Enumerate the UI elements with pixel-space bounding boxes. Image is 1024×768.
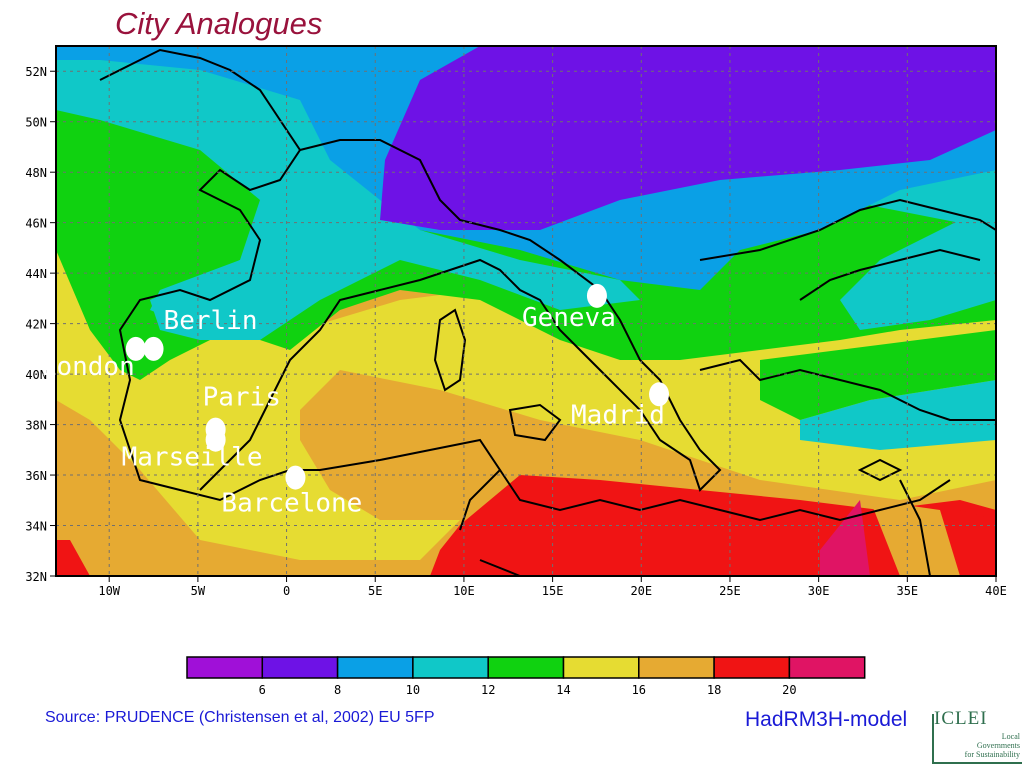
city-label: Marseille (122, 443, 263, 473)
legend-tick-label: 20 (782, 683, 796, 697)
lat-tick-label: 32N (25, 570, 47, 584)
legend-swatch (487, 656, 565, 679)
lat-tick-label: 42N (25, 318, 47, 332)
legend-swatch (412, 656, 489, 679)
city-marker (649, 382, 670, 407)
lat-tick-label: 50N (25, 116, 47, 130)
legend-swatch (713, 656, 791, 679)
source-caption: Source: PRUDENCE (Christensen et al, 200… (45, 709, 435, 726)
legend-tick-label: 12 (481, 683, 495, 697)
lat-tick-label: 46N (25, 217, 47, 231)
city-label: Paris (203, 383, 281, 413)
city-label: London (41, 352, 135, 382)
city-label: Berlin (164, 306, 258, 336)
map-fields (56, 46, 996, 576)
lon-tick-label: 40E (985, 584, 1007, 598)
lon-tick-label: 5W (191, 584, 206, 598)
legend-swatch (638, 656, 715, 679)
legend-tick-label: 14 (556, 683, 570, 697)
legend-swatch (186, 656, 264, 679)
page-title: City Analogues (115, 6, 323, 41)
iclei-logo: ICLEI Local Governments for Sustainabili… (924, 700, 1024, 768)
lon-tick-label: 30E (808, 584, 830, 598)
lat-axis: 52N 50N 48N 46N 44N 42N 40N 38N 36N 34N 32N (25, 65, 56, 584)
lon-axis: 10W 5W 0 5E 10E 15E 20E 25E 30E 35E 40E (98, 576, 1007, 598)
legend-tick-label: 6 (259, 683, 266, 697)
lat-tick-label: 44N (25, 267, 47, 281)
lon-tick-label: 25E (719, 584, 741, 598)
lon-tick-label: 15E (542, 584, 564, 598)
city-label: Geneva (522, 303, 616, 333)
city-markers: Berlin London Paris Marseille Barcelone Genev… (41, 283, 670, 519)
logo-word: ICLEI (934, 708, 988, 729)
map-frame (55, 45, 997, 577)
lon-tick-label: 10E (453, 584, 475, 598)
logo-tagline: Local Governments for Sustainability (964, 732, 1020, 759)
city-label: Madrid (571, 400, 665, 430)
lon-tick-label: 20E (630, 584, 652, 598)
city-marker (285, 465, 306, 490)
lat-tick-label: 40N (25, 368, 47, 382)
lon-tick-label: 5E (368, 584, 382, 598)
city-marker (205, 427, 226, 452)
model-label: HadRM3H-model (745, 708, 908, 731)
legend-tick-label: 8 (334, 683, 341, 697)
legend-swatch (788, 656, 866, 679)
lat-tick-label: 48N (25, 166, 47, 180)
legend-swatch (261, 656, 339, 679)
legend-swatch (562, 656, 640, 679)
city-marker (143, 336, 164, 361)
lon-tick-label: 35E (896, 584, 918, 598)
temperature-map: 52N 50N 48N 46N 44N 42N 40N 38N 36N 34N 32N 10W 5W 0… (25, 45, 1007, 598)
lat-tick-label: 34N (25, 520, 47, 534)
city-marker (586, 283, 607, 308)
legend-tick-label: 16 (632, 683, 646, 697)
city-label: Barcelone (221, 489, 362, 519)
coastlines (99, 48, 996, 576)
legend-tick-label: 10 (406, 683, 420, 697)
legend-swatch (336, 656, 414, 679)
lon-tick-label: 0 (283, 584, 290, 598)
lat-tick-label: 38N (25, 419, 47, 433)
lon-tick-label: 10W (98, 584, 120, 598)
legend-tick-label: 18 (707, 683, 721, 697)
lat-tick-label: 36N (25, 469, 47, 483)
city-marker (125, 336, 146, 361)
lat-tick-label: 52N (25, 65, 47, 79)
